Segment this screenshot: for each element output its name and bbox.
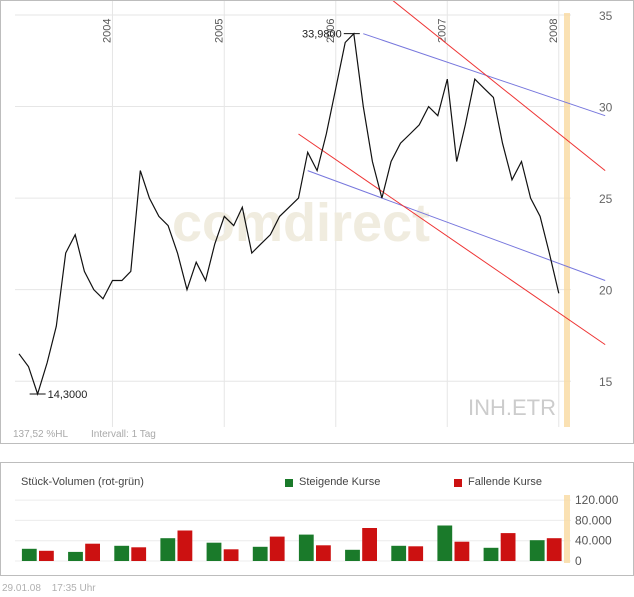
volume-bar-down xyxy=(362,528,377,561)
volume-bar-up xyxy=(160,538,176,561)
price-y-tick-label: 20 xyxy=(599,284,613,298)
legend-down-swatch xyxy=(454,479,462,487)
volume-bar-up xyxy=(21,548,37,561)
volume-bar-up xyxy=(206,542,222,561)
info-interval: Intervall: 1 Tag xyxy=(91,429,156,440)
upper-red-line xyxy=(391,0,606,172)
year-label: 2008 xyxy=(548,19,560,43)
footer: 29.01.08 17:35 Uhr xyxy=(2,583,104,594)
info-left: 137,52 %HL xyxy=(13,429,68,440)
price-y-tick-label: 30 xyxy=(599,101,613,115)
volume-y-tick-label: 80.000 xyxy=(575,513,612,527)
volume-bar-down xyxy=(131,547,147,561)
volume-bar-down xyxy=(546,538,562,561)
volume-chart: Stück-Volumen (rot-grün) Steigende Kurse… xyxy=(15,476,619,568)
volume-bar-up xyxy=(437,525,453,561)
volume-bar-up xyxy=(68,551,83,561)
volume-bar-up xyxy=(114,545,130,561)
high-label: 33,9800 xyxy=(302,29,342,41)
price-chart: comdirect 2004 2005 2006 2007 2008 152025303… xyxy=(13,0,613,440)
price-y-tick-label: 35 xyxy=(599,9,613,23)
low-label: 14,3000 xyxy=(48,389,88,401)
year-axis-labels: 2004 2005 2006 2007 2008 xyxy=(101,19,559,43)
upper-channel-line xyxy=(363,33,606,117)
volume-bar-down xyxy=(500,533,516,561)
volume-chart-panel: Stück-Volumen (rot-grün) Steigende Kurse… xyxy=(0,462,634,576)
lower-red-line xyxy=(298,133,606,346)
volume-y-tick-label: 40.000 xyxy=(575,534,612,548)
volume-bar-up xyxy=(483,547,499,561)
year-label: 2004 xyxy=(101,19,113,43)
volume-y-tick-label: 120.000 xyxy=(575,493,619,507)
legend-down-label: Fallende Kurse xyxy=(468,476,542,488)
volume-bar-up xyxy=(252,546,268,561)
price-y-axis: 15 20 25 30 35 xyxy=(599,9,613,389)
volume-bar-down xyxy=(408,546,424,561)
today-marker xyxy=(564,13,570,427)
year-label: 2005 xyxy=(213,19,225,43)
price-y-tick-label: 25 xyxy=(599,192,613,206)
lower-channel-line xyxy=(307,170,606,281)
volume-bar-down xyxy=(177,530,193,561)
trend-lines xyxy=(298,0,606,346)
annotations: 33,9800 14,3000 xyxy=(29,29,360,401)
legend-up-swatch xyxy=(285,479,293,487)
year-label: 2007 xyxy=(436,19,448,43)
volume-today-marker xyxy=(564,495,570,563)
footer-date: 29.01.08 xyxy=(2,583,41,594)
volume-bar-up xyxy=(345,549,360,561)
volume-bar-down xyxy=(223,549,239,561)
volume-bar-down xyxy=(454,541,470,561)
year-label: 2006 xyxy=(325,19,337,43)
price-chart-panel: comdirect 2004 2005 2006 2007 2008 15 20 25 30 3… xyxy=(0,0,634,444)
price-y-tick-label: 15 xyxy=(599,375,613,389)
volume-bars xyxy=(21,525,562,561)
instrument-label: INH.ETR xyxy=(468,395,556,420)
legend-up-label: Steigende Kurse xyxy=(299,476,380,488)
volume-bar-down xyxy=(85,543,100,561)
volume-y-tick-label: 0 xyxy=(575,554,582,568)
volume-y-axis: 120.000 80.000 40.000 0 xyxy=(575,493,619,568)
footer-time: 17:35 Uhr xyxy=(51,583,96,594)
price-series-line xyxy=(18,32,560,396)
volume-bar-up xyxy=(529,540,545,561)
volume-bar-down xyxy=(269,536,285,561)
volume-title: Stück-Volumen (rot-grün) xyxy=(21,476,144,488)
volume-grid xyxy=(15,499,571,562)
volume-bar-down xyxy=(39,550,54,561)
volume-bar-up xyxy=(391,545,407,561)
volume-bar-down xyxy=(316,545,331,561)
volume-bar-up xyxy=(298,534,314,561)
